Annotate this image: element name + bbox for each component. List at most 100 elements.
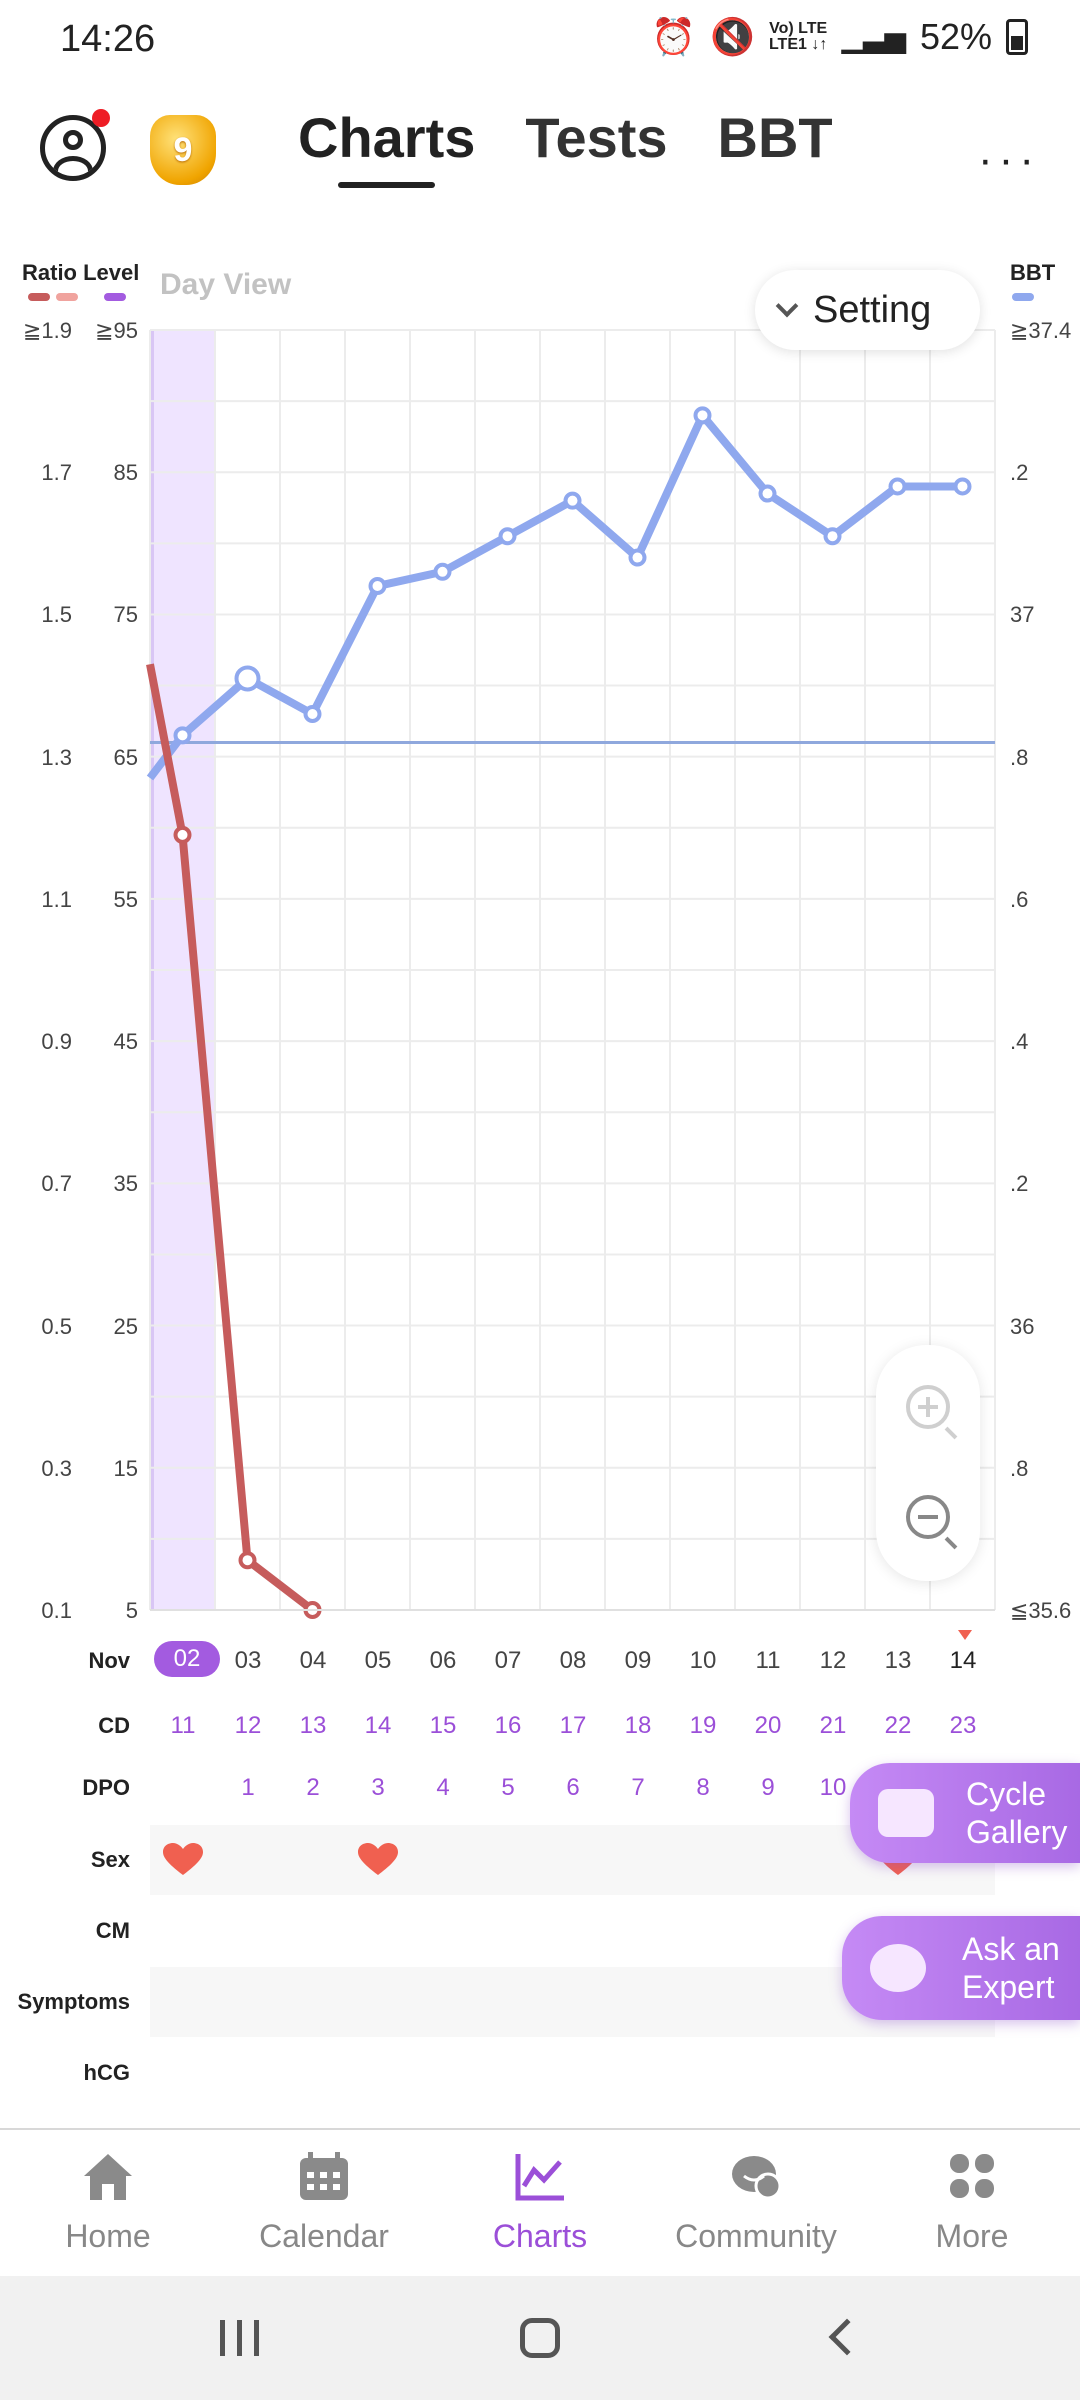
x-day-tick[interactable]: 14 bbox=[949, 1647, 977, 1674]
ratio-series-line bbox=[146, 663, 315, 1614]
tab-bbt[interactable]: BBT bbox=[717, 106, 833, 169]
bbt-point bbox=[628, 548, 647, 567]
ratio-point bbox=[173, 825, 192, 844]
cd-value: 14 bbox=[364, 1712, 392, 1739]
y-ratio-tick: 0.5 bbox=[41, 1313, 72, 1339]
y-ratio-tick: 0.1 bbox=[41, 1598, 72, 1623]
zoom-out-icon[interactable] bbox=[906, 1495, 950, 1539]
system-back-icon[interactable] bbox=[828, 2318, 866, 2356]
x-day-tick[interactable]: 13 bbox=[884, 1647, 912, 1674]
network-indicator: Vo) LTE LTE1 ↓↑ bbox=[769, 21, 827, 53]
bbt-point bbox=[303, 705, 322, 723]
recent-apps-icon[interactable] bbox=[220, 2320, 259, 2356]
dpo-value: 6 bbox=[566, 1774, 580, 1801]
expert-line2: Expert bbox=[962, 1969, 1055, 2005]
x-day-tick[interactable]: 04 bbox=[299, 1647, 327, 1674]
y-bbt-tick: .8 bbox=[1010, 1455, 1029, 1481]
zoom-in-icon[interactable] bbox=[906, 1385, 950, 1429]
bbt-point bbox=[498, 527, 517, 546]
status-icons: ⏰ 🔇 Vo) LTE LTE1 ↓↑ ▁▃▅ 52% bbox=[651, 16, 1028, 58]
nav-more-label: More bbox=[935, 2218, 1009, 2254]
nav-home-label: Home bbox=[65, 2218, 151, 2254]
cd-row-label: CD bbox=[98, 1713, 130, 1738]
nav-calendar-label: Calendar bbox=[259, 2218, 389, 2254]
selected-day[interactable]: 02 bbox=[154, 1641, 220, 1677]
cycle-gallery-button[interactable]: Cycle Gallery bbox=[850, 1763, 1080, 1863]
y-level-tick: ≧95 bbox=[95, 318, 138, 343]
ask-expert-button[interactable]: Ask an Expert bbox=[842, 1916, 1080, 2020]
setting-button[interactable]: Setting bbox=[755, 270, 980, 350]
y-level-tick: 55 bbox=[113, 886, 138, 912]
x-day-tick[interactable]: 05 bbox=[364, 1647, 392, 1674]
top-tabs: Charts Tests BBT bbox=[298, 105, 833, 188]
bbt-ratio-chart[interactable] bbox=[0, 250, 1080, 1630]
cd-value: 21 bbox=[819, 1712, 847, 1739]
y-ratio-tick: 1.7 bbox=[41, 460, 72, 486]
level-swatch bbox=[104, 293, 126, 301]
y-bbt-tick: ≦35.6 bbox=[1010, 1598, 1072, 1623]
legend-bbt: BBT bbox=[1010, 260, 1056, 285]
y-level-tick: 35 bbox=[113, 1171, 138, 1197]
cd-value: 16 bbox=[494, 1712, 522, 1739]
cd-value: 18 bbox=[624, 1712, 652, 1739]
dpo-value: 9 bbox=[761, 1774, 775, 1801]
dpo-row-label: DPO bbox=[82, 1775, 130, 1800]
cycle-gallery-label: Cycle Gallery bbox=[966, 1775, 1067, 1851]
bottom-nav: Home Calendar Charts Community More bbox=[0, 2128, 1080, 2276]
cd-value: 23 bbox=[949, 1712, 977, 1739]
cd-value: 13 bbox=[299, 1712, 327, 1739]
more-grid-icon bbox=[950, 2154, 994, 2198]
nav-charts[interactable]: Charts bbox=[432, 2130, 648, 2276]
network-bottom: LTE1 ↓↑ bbox=[768, 36, 828, 53]
app-header: 9 Charts Tests BBT ··· bbox=[0, 95, 1080, 205]
heart-icon[interactable] bbox=[163, 1843, 203, 1877]
x-day-tick[interactable]: 03 bbox=[234, 1647, 262, 1674]
gallery-line2: Gallery bbox=[966, 1814, 1068, 1850]
y-level-tick: 45 bbox=[113, 1029, 138, 1055]
y-bbt-tick: 36 bbox=[1010, 1313, 1035, 1339]
chart-area: Ratio Level BBT Day View Setting ≧1.9 ≧95… bbox=[0, 250, 1080, 1630]
bbt-point bbox=[368, 577, 387, 595]
chart-icon bbox=[515, 2154, 564, 2201]
community-icon bbox=[732, 2156, 782, 2200]
ratio-swatch bbox=[28, 293, 50, 301]
alarm-icon: ⏰ bbox=[651, 16, 697, 57]
system-home-icon[interactable] bbox=[520, 2318, 560, 2358]
nav-more[interactable]: More bbox=[864, 2130, 1080, 2276]
y-ratio-tick: 1.1 bbox=[41, 886, 72, 912]
tab-tests[interactable]: Tests bbox=[525, 106, 668, 169]
x-day-tick[interactable]: 11 bbox=[755, 1647, 781, 1674]
gallery-line1: Cycle bbox=[966, 1776, 1047, 1812]
dpo-value: 3 bbox=[371, 1774, 385, 1801]
nav-charts-label: Charts bbox=[492, 2218, 588, 2254]
dpo-value: 8 bbox=[696, 1774, 710, 1801]
calendar-icon bbox=[300, 2152, 348, 2200]
x-day-tick[interactable]: 06 bbox=[429, 1647, 457, 1674]
x-day-tick[interactable]: 12 bbox=[819, 1647, 847, 1674]
system-nav-bar bbox=[0, 2276, 1080, 2400]
chevron-down-icon bbox=[775, 294, 799, 318]
x-day-tick[interactable]: 08 bbox=[559, 1647, 587, 1674]
cm-row-label: CM bbox=[95, 1918, 130, 1943]
bbt-point bbox=[953, 477, 972, 496]
profile-icon[interactable] bbox=[40, 115, 106, 181]
cd-value: 15 bbox=[429, 1712, 457, 1739]
x-day-tick[interactable]: 07 bbox=[494, 1647, 522, 1674]
x-day-tick[interactable]: 10 bbox=[689, 1647, 717, 1674]
heart-icon[interactable] bbox=[358, 1843, 398, 1877]
dpo-value: 4 bbox=[436, 1774, 450, 1801]
dpo-value: 2 bbox=[306, 1774, 320, 1801]
nav-home[interactable]: Home bbox=[0, 2130, 216, 2276]
y-level-tick: 75 bbox=[113, 602, 138, 628]
level-badge-icon[interactable]: 9 bbox=[150, 115, 216, 185]
day-view-label: Day View bbox=[160, 268, 292, 301]
expert-line1: Ask an bbox=[962, 1931, 1060, 1967]
tab-charts[interactable]: Charts bbox=[298, 106, 476, 188]
nav-calendar[interactable]: Calendar bbox=[216, 2130, 432, 2276]
x-day-tick[interactable]: 09 bbox=[624, 1647, 652, 1674]
more-options-icon[interactable]: ··· bbox=[978, 135, 1040, 184]
mute-icon: 🔇 bbox=[710, 16, 755, 57]
cd-value: 11 bbox=[170, 1712, 196, 1739]
nav-community[interactable]: Community bbox=[648, 2130, 864, 2276]
y-ratio-tick: 1.5 bbox=[41, 602, 72, 628]
